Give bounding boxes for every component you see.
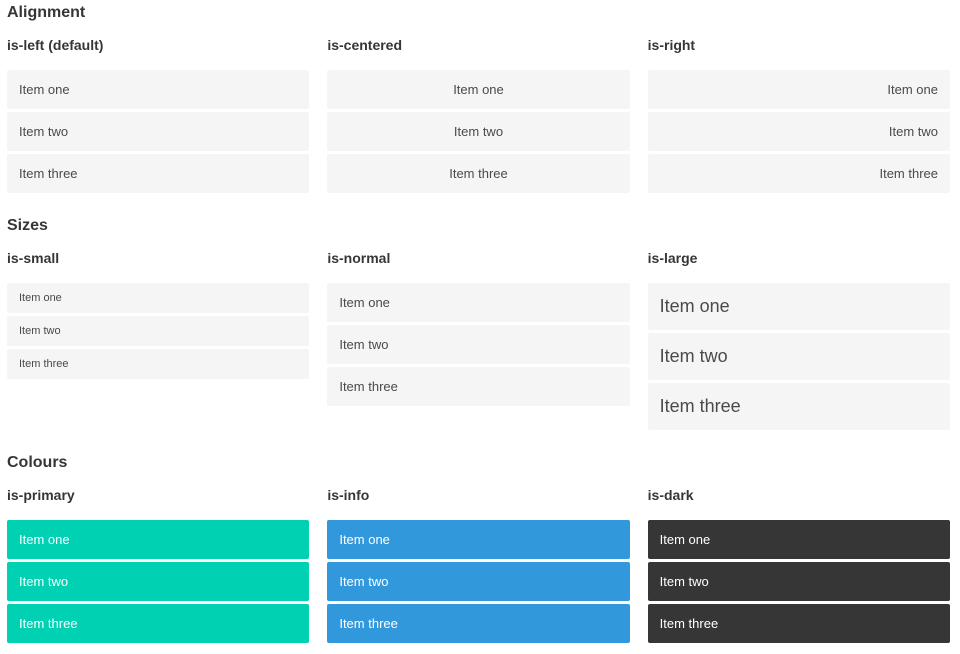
column-label-is-dark: is-dark (647, 487, 694, 503)
column-is-right: is-right Item one Item two Item three (647, 37, 950, 193)
list-item: Item three (647, 383, 950, 430)
section-title-alignment: Alignment (7, 4, 86, 21)
column-is-primary: is-primary Item one Item two Item three (7, 487, 310, 643)
list-item: Item two (327, 562, 630, 601)
alignment-grid: is-left (default) Item one Item two Item… (7, 38, 950, 193)
list-dark: Item one Item two Item three (647, 520, 950, 643)
list-item: Item two (7, 562, 310, 601)
sizes-grid: is-small Item one Item two Item three is… (7, 251, 950, 430)
list-item: Item one (7, 70, 310, 109)
list-normal: Item one Item two Item three (327, 283, 630, 406)
list-item: Item two (647, 112, 950, 151)
column-is-info: is-info Item one Item two Item three (327, 487, 630, 643)
list-item: Item two (327, 112, 630, 151)
list-item: Item three (7, 154, 310, 193)
list-center-aligned: Item one Item two Item three (327, 70, 630, 193)
list-item: Item one (647, 70, 950, 109)
column-label-is-right: is-right (647, 37, 696, 53)
column-label-is-large: is-large (647, 250, 698, 266)
list-item: Item three (327, 154, 630, 193)
list-item: Item two (327, 325, 630, 364)
list-item: Item one (7, 520, 310, 559)
list-item: Item three (647, 604, 950, 643)
column-label-is-primary: is-primary (7, 487, 75, 503)
column-label-is-small: is-small (7, 250, 60, 266)
column-label-is-info: is-info (327, 487, 370, 503)
list-item: Item one (647, 520, 950, 559)
list-item: Item one (7, 283, 310, 313)
list-item: Item two (647, 562, 950, 601)
list-item: Item two (647, 333, 950, 380)
list-right-aligned: Item one Item two Item three (647, 70, 950, 193)
column-is-dark: is-dark Item one Item two Item three (647, 487, 950, 643)
list-info: Item one Item two Item three (327, 520, 630, 643)
list-item: Item three (647, 154, 950, 193)
column-is-normal: is-normal Item one Item two Item three (327, 250, 630, 430)
list-item: Item one (327, 70, 630, 109)
sizes-section: Sizes is-small Item one Item two Item th… (7, 217, 950, 430)
column-label-is-centered: is-centered (327, 37, 403, 53)
list-item: Item three (7, 349, 310, 379)
column-is-small: is-small Item one Item two Item three (7, 250, 310, 430)
list-item: Item one (327, 520, 630, 559)
column-label-is-left: is-left (default) (7, 37, 104, 53)
list-item: Item one (327, 283, 630, 322)
list-primary: Item one Item two Item three (7, 520, 310, 643)
list-item: Item three (7, 604, 310, 643)
column-is-left: is-left (default) Item one Item two Item… (7, 37, 310, 193)
column-is-large: is-large Item one Item two Item three (647, 250, 950, 430)
column-is-centered: is-centered Item one Item two Item three (327, 37, 630, 193)
list-item: Item two (7, 112, 310, 151)
list-item: Item one (647, 283, 950, 330)
list-large: Item one Item two Item three (647, 283, 950, 430)
section-title-sizes: Sizes (7, 217, 48, 234)
section-title-colours: Colours (7, 454, 68, 471)
list-small: Item one Item two Item three (7, 283, 310, 379)
list-item: Item three (327, 367, 630, 406)
list-item: Item two (7, 316, 310, 346)
colours-grid: is-primary Item one Item two Item three … (7, 488, 950, 643)
list-item: Item three (327, 604, 630, 643)
list-left-aligned: Item one Item two Item three (7, 70, 310, 193)
column-label-is-normal: is-normal (327, 250, 391, 266)
colours-section: Colours is-primary Item one Item two Ite… (7, 454, 950, 643)
alignment-section: Alignment is-left (default) Item one Ite… (7, 4, 950, 193)
